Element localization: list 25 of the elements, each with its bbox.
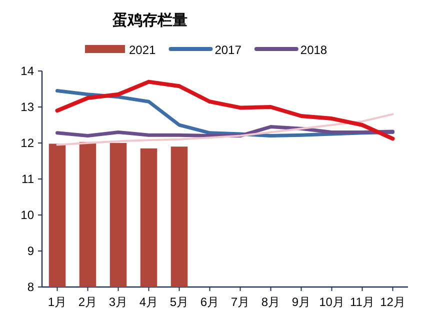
legend-label: 2018 [300,43,328,57]
x-tick-label: 11月 [350,295,374,309]
y-tick-label: 11 [22,172,34,186]
x-tick-label: 1月 [48,295,67,309]
x-tick-label: 6月 [200,295,220,309]
x-tick-label: 7月 [230,295,250,309]
x-tick-label: 5月 [170,295,189,309]
y-tick-label: 10 [20,208,34,222]
y-tick-label: 14 [20,64,34,78]
x-tick-label: 2月 [78,295,98,309]
legend-label: 2021 [129,43,156,57]
y-tick-label: 13 [20,100,34,114]
line-series [55,80,395,141]
x-tick-label: 9月 [292,295,311,309]
chart-title: 蛋鸡存栏量 [112,12,188,29]
x-tick-label: 3月 [108,295,128,309]
x-tick-label: 4月 [139,295,158,309]
x-tick-label: 12月 [380,295,406,309]
line-series [56,113,394,146]
y-tick-label: 9 [27,244,34,258]
x-tick-label: 10月 [319,295,344,309]
x-tick-label: 8月 [261,295,280,309]
legend-label: 2017 [214,43,242,57]
y-tick-label: 12 [20,136,34,150]
y-tick-label: 8 [27,280,34,294]
